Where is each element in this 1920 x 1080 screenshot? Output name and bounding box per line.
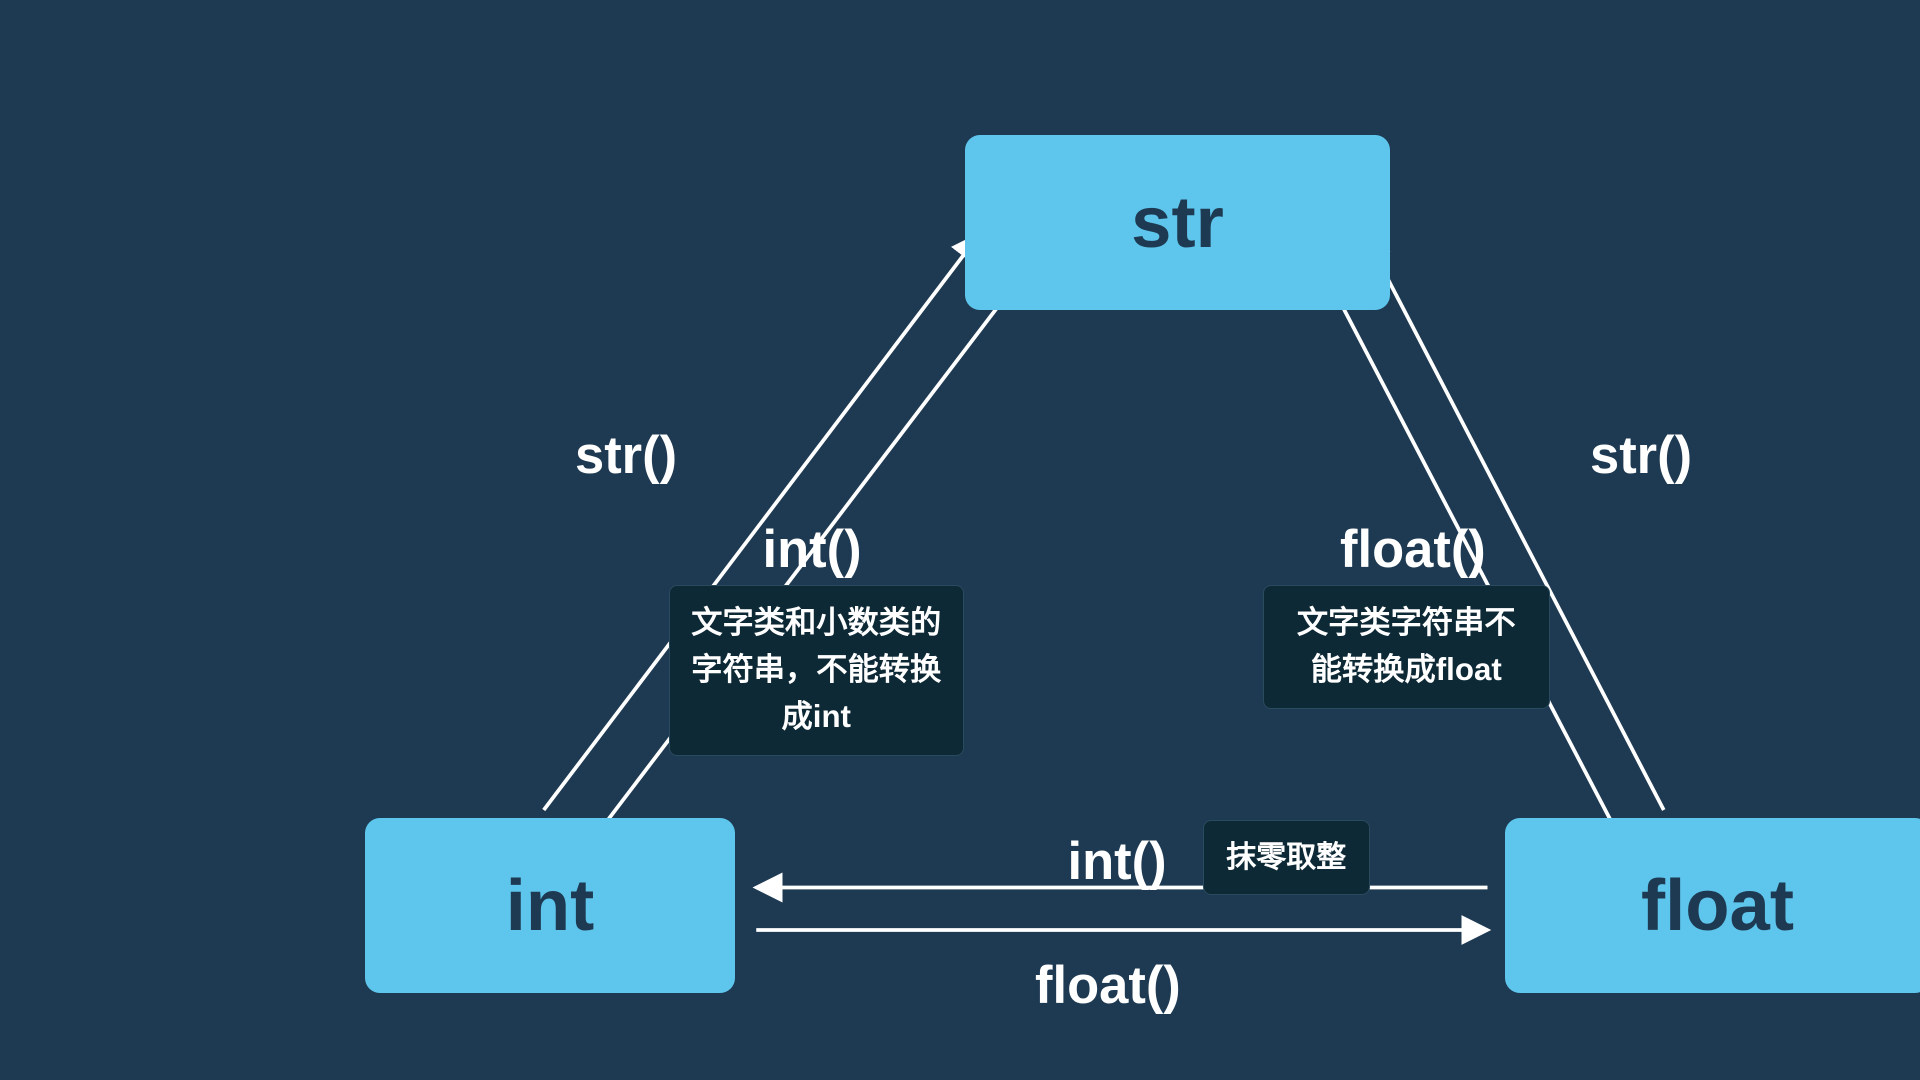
edge-label-str-right: str() (1590, 425, 1692, 486)
edge-label-float-right: float() (1340, 519, 1486, 580)
node-int-label: int (506, 864, 595, 947)
node-str-label: str (1131, 181, 1224, 264)
node-float: float (1505, 818, 1920, 993)
edge-label-int-left: int() (763, 519, 862, 580)
edge-label-float-mid: float() (1035, 955, 1181, 1016)
note-float-conversion: 文字类字符串不能转换成float (1263, 585, 1551, 709)
node-int: int (365, 818, 735, 993)
edge-label-int-mid: int() (1068, 831, 1167, 892)
node-str: str (965, 135, 1390, 310)
note-truncate: 抹零取整 (1203, 820, 1371, 895)
edge-label-str-left: str() (575, 425, 677, 486)
node-float-label: float (1641, 864, 1794, 947)
note-int-conversion: 文字类和小数类的字符串，不能转换成int (669, 585, 964, 756)
